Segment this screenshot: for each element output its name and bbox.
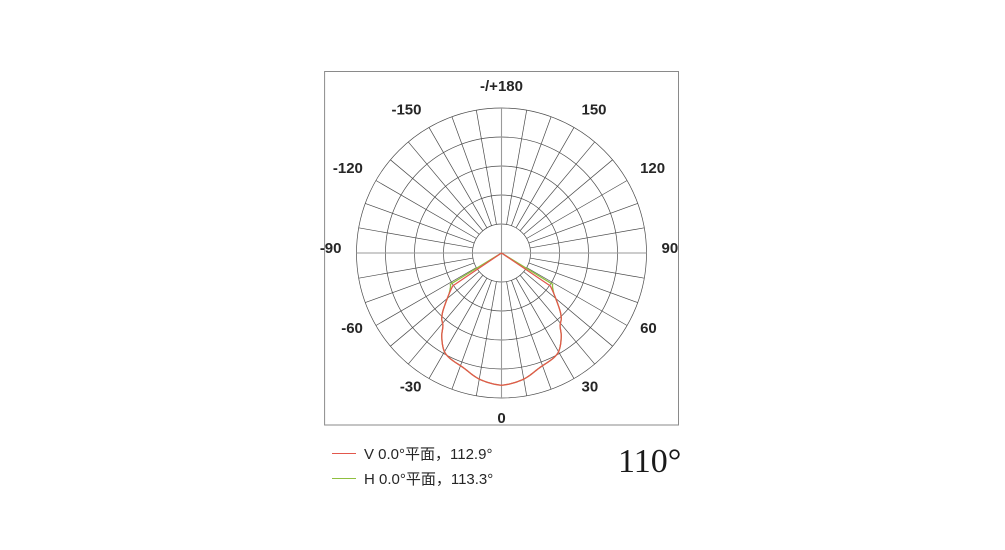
svg-text:-/+180: -/+180	[480, 78, 523, 95]
svg-text:-120: -120	[333, 160, 363, 177]
svg-text:-60: -60	[341, 320, 363, 337]
svg-text:-150: -150	[391, 101, 421, 118]
svg-text:-90: -90	[320, 240, 342, 257]
svg-text:0: 0	[497, 410, 505, 427]
svg-text:-30: -30	[400, 379, 422, 396]
svg-text:30: 30	[582, 379, 599, 396]
svg-text:120: 120	[640, 160, 665, 177]
svg-text:90: 90	[662, 240, 679, 257]
svg-text:150: 150	[582, 101, 607, 118]
svg-text:60: 60	[640, 320, 657, 337]
